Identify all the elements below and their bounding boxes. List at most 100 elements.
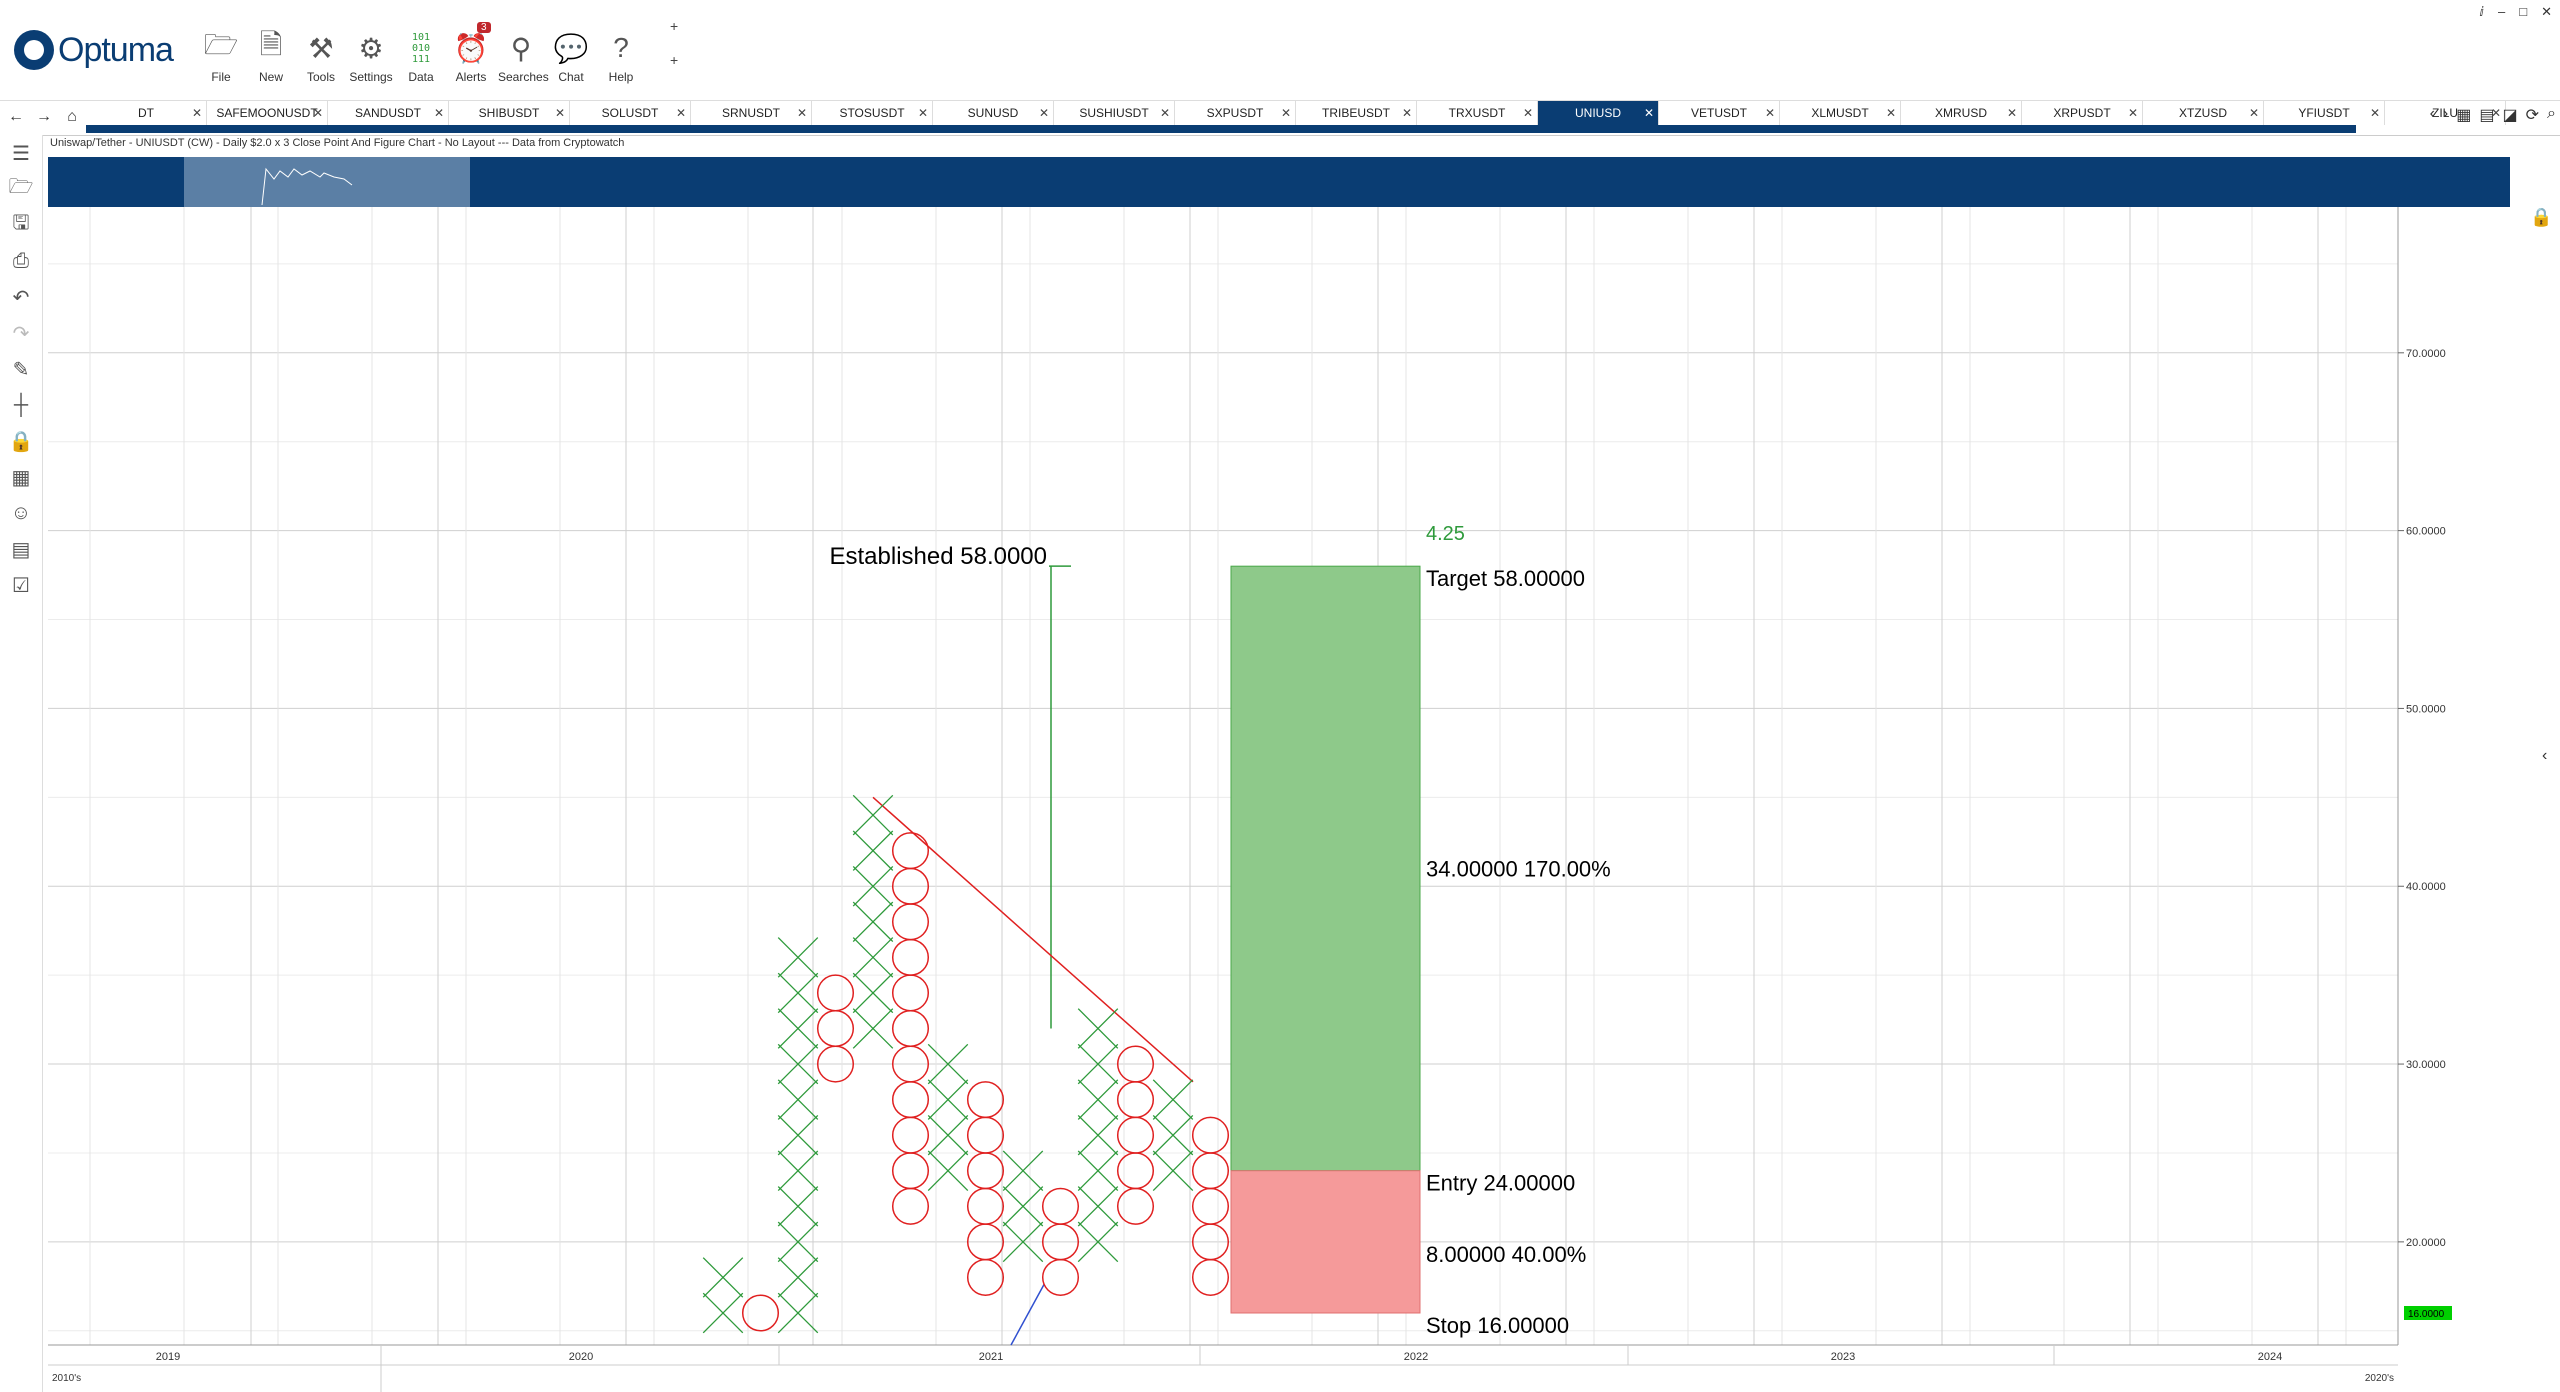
maximize-icon[interactable]: □: [2519, 4, 2528, 19]
chart-link-icon[interactable]: ◪: [2502, 107, 2518, 124]
point-and-figure-chart[interactable]: 70.0000 60.0000 50.0000 40.0000 30.0000 20.00…: [48, 207, 2510, 1392]
tab-label: ZILU: [2431, 106, 2458, 120]
tab-yfiusdt[interactable]: YFIUSDT ✕: [2264, 101, 2385, 125]
alerts-button[interactable]: ⏰ 3 Alerts: [448, 22, 494, 84]
redo-icon[interactable]: ↷: [12, 322, 30, 345]
tab-close-icon[interactable]: ✕: [675, 106, 686, 120]
tab-vetusdt[interactable]: VETUSDT ✕: [1659, 101, 1780, 125]
chat-button[interactable]: 💬 Chat: [548, 28, 594, 85]
tab-sxpusdt[interactable]: SXPUSDT ✕: [1175, 101, 1296, 125]
tab-trxusdt[interactable]: TRXUSDT ✕: [1417, 101, 1538, 125]
refresh-icon[interactable]: ⟳: [2525, 107, 2540, 124]
pnf-o-mark: [891, 832, 930, 870]
tab-scroll-right-icon[interactable]: ›: [2442, 105, 2449, 122]
tab-stosusdt[interactable]: STOSUSDT ✕: [812, 101, 933, 125]
tab-xmrusd[interactable]: XMRUSD ✕: [1901, 101, 2022, 125]
tab-label: XRPUSDT: [2053, 106, 2111, 120]
tab-close-icon[interactable]: ✕: [2490, 106, 2501, 120]
info-icon[interactable]: ⅈ: [2479, 4, 2484, 19]
pen-tool-icon[interactable]: ✎: [12, 358, 30, 381]
home-icon[interactable]: ⌂: [67, 108, 77, 125]
tab-close-icon[interactable]: ✕: [796, 106, 807, 120]
new-button[interactable]: 🗎 New: [248, 28, 294, 84]
tab-label: SUNUSD: [967, 106, 1019, 120]
tab-sushiusdt[interactable]: SUSHIUSDT ✕: [1054, 101, 1175, 125]
settings-button[interactable]: ⚙ Settings: [348, 28, 394, 85]
lock-icon[interactable]: 🔒: [8, 430, 34, 453]
help-button[interactable]: ? Help: [598, 28, 644, 84]
workbook-icon[interactable]: ☰: [12, 142, 30, 165]
tab-sunusd[interactable]: SUNUSD ✕: [933, 101, 1054, 125]
tab-solusdt[interactable]: SOLUSDT ✕: [570, 101, 691, 125]
tab-close-icon[interactable]: ✕: [1401, 106, 1412, 120]
tab-shibusdt[interactable]: SHIBUSDT ✕: [449, 101, 570, 125]
navigator-window[interactable]: [184, 157, 470, 207]
tab-close-icon[interactable]: ✕: [2369, 106, 2380, 120]
tab-scroll-left-icon[interactable]: ‹: [2429, 105, 2435, 122]
pnf-x-mark: [702, 1257, 744, 1298]
navigator-strip[interactable]: [48, 157, 2510, 207]
tab-close-icon[interactable]: ✕: [1159, 106, 1170, 120]
tab-label: XTZUSD: [2179, 106, 2227, 120]
print-icon[interactable]: ⎙: [13, 249, 29, 272]
pnf-x-mark: [1002, 1186, 1044, 1227]
x-decade-label: 2020's: [2365, 1373, 2394, 1384]
checklist-icon[interactable]: ☑: [12, 574, 30, 597]
open-icon[interactable]: 🗁: [8, 176, 34, 198]
tab-close-icon[interactable]: ✕: [1764, 106, 1775, 120]
target-label: Target 58.00000: [1426, 566, 1585, 591]
reward-label: 34.00000 170.00%: [1426, 856, 1611, 881]
forward-arrow-icon[interactable]: →: [36, 108, 52, 125]
tab-tribeusdt[interactable]: TRIBEUSDT ✕: [1296, 101, 1417, 125]
add-toolbar-button-2[interactable]: +: [670, 52, 679, 68]
panel-collapse-icon[interactable]: ‹: [2542, 747, 2548, 764]
tools-icon: ⚒: [308, 32, 334, 64]
tools-button[interactable]: ⚒ Tools: [298, 28, 344, 85]
pnf-x-mark: [1077, 1043, 1119, 1085]
tab-close-icon[interactable]: ✕: [312, 106, 323, 120]
tab-close-icon[interactable]: ✕: [191, 106, 202, 120]
minimize-icon[interactable]: –: [2498, 4, 2506, 19]
crosshair-icon[interactable]: ┼: [13, 393, 29, 416]
tab-xlmusdt[interactable]: XLMUSDT ✕: [1780, 101, 1901, 125]
undo-icon[interactable]: ↶: [12, 286, 30, 309]
tab-close-icon[interactable]: ✕: [1038, 106, 1049, 120]
tab-close-icon[interactable]: ✕: [2006, 106, 2017, 120]
tab-close-icon[interactable]: ✕: [433, 106, 444, 120]
tile-icon[interactable]: ▤: [2479, 107, 2495, 124]
search-icon[interactable]: ⌕: [2547, 105, 2556, 122]
tab-close-icon[interactable]: ✕: [1522, 106, 1533, 120]
user-icon[interactable]: ☺: [10, 501, 32, 524]
tab-close-icon[interactable]: ✕: [1643, 106, 1654, 120]
tab-dt[interactable]: DT ✕: [86, 101, 207, 125]
tab-close-icon[interactable]: ✕: [1280, 106, 1291, 120]
lock-chart-icon[interactable]: 🔒: [2530, 207, 2553, 227]
tab-close-icon[interactable]: ✕: [2127, 106, 2138, 120]
file-button[interactable]: 🗁 File: [198, 28, 244, 84]
layout-grid-icon[interactable]: ▦: [2456, 107, 2472, 124]
tab-srnusdt[interactable]: SRNUSDT ✕: [691, 101, 812, 125]
notes-icon[interactable]: ▤: [11, 538, 31, 561]
tab-label: XMRUSD: [1934, 106, 1987, 120]
data-button[interactable]: 101 010 111 Data: [398, 28, 444, 85]
tab-zilu[interactable]: ZILU ✕: [2385, 101, 2506, 125]
tab-uniusd[interactable]: UNIUSD ✕: [1538, 101, 1659, 125]
pnf-x-mark: [852, 901, 894, 943]
tab-xrpusdt[interactable]: XRPUSDT ✕: [2022, 101, 2143, 125]
grid-icon[interactable]: ▦: [11, 466, 31, 489]
tab-close-icon[interactable]: ✕: [917, 106, 928, 120]
tab-safemoonusdt[interactable]: SAFEMOONUSDT ✕: [207, 101, 328, 125]
close-icon[interactable]: ✕: [2541, 4, 2552, 19]
tab-label: DT: [138, 106, 154, 120]
tab-close-icon[interactable]: ✕: [2248, 106, 2259, 120]
back-arrow-icon[interactable]: ←: [8, 108, 24, 125]
add-toolbar-button[interactable]: +: [670, 18, 679, 34]
tab-close-icon[interactable]: ✕: [1885, 106, 1896, 120]
support-line: [1010, 1284, 1045, 1346]
save-icon[interactable]: 🖫: [12, 212, 30, 234]
tab-close-icon[interactable]: ✕: [554, 106, 565, 120]
tab-sandusdt[interactable]: SANDUSDT ✕: [328, 101, 449, 125]
searches-button[interactable]: ⚲ Searches: [498, 28, 549, 85]
risk-label: 8.00000 40.00%: [1426, 1242, 1586, 1267]
tab-xtzusd[interactable]: XTZUSD ✕: [2143, 101, 2264, 125]
